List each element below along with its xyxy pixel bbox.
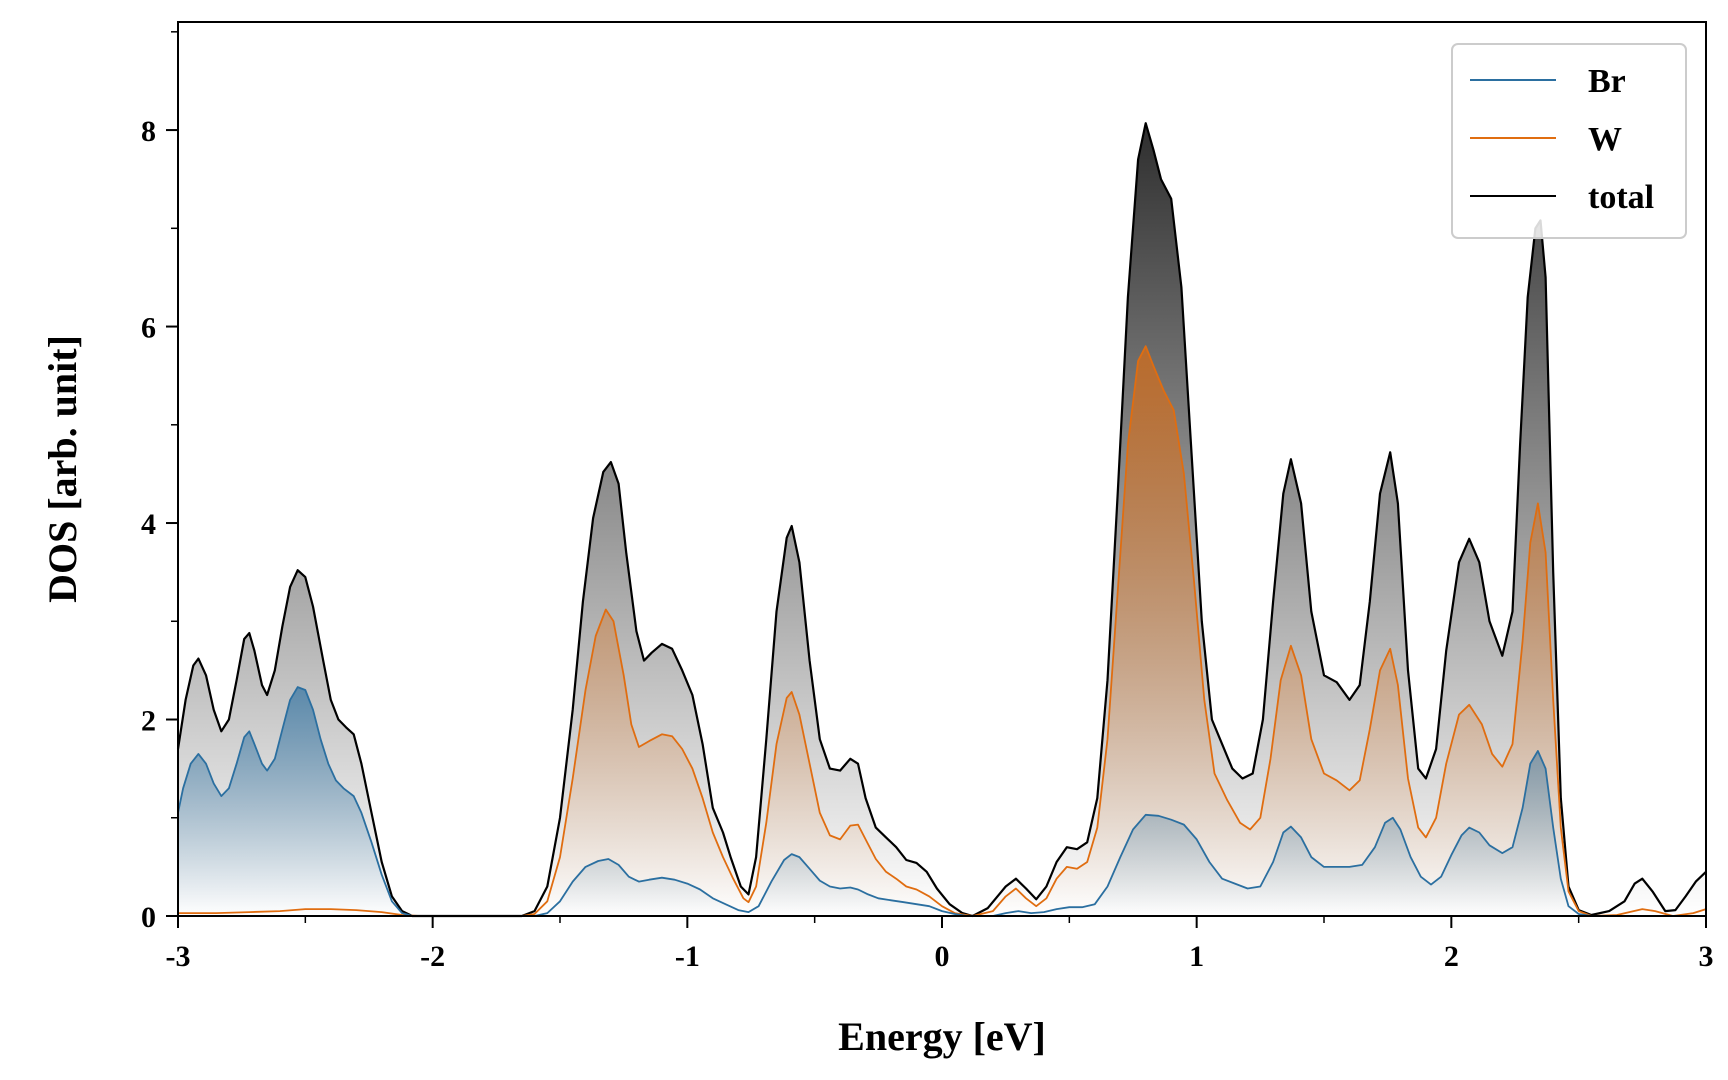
x-tick-label: -2 [420, 940, 445, 973]
x-tick-label: -3 [166, 940, 191, 973]
x-tick-label: 1 [1189, 940, 1204, 973]
x-axis-label: Energy [eV] [838, 1014, 1046, 1059]
axis-tick-labels: -3 -2 -1 0 1 2 3 0 2 4 6 8 [141, 115, 1714, 973]
line-w [178, 345, 1707, 917]
y-tick-label: 8 [141, 115, 156, 148]
y-tick-label: 0 [141, 901, 156, 934]
y-axis-label: DOS [arb. unit] [40, 335, 85, 603]
legend-box [1451, 43, 1687, 239]
y-tick-label: 2 [141, 705, 156, 738]
x-tick-label: -1 [675, 940, 700, 973]
line-total [176, 122, 1707, 918]
legend-label-total: total [1588, 179, 1654, 216]
legend-label-w: W [1588, 121, 1622, 158]
fill-total [178, 123, 1706, 916]
axis-ticks [166, 31, 1707, 928]
series-lines [176, 122, 1707, 918]
line-br [177, 686, 1706, 917]
legend-label-br: Br [1588, 63, 1626, 100]
y-tick-label: 4 [141, 508, 156, 541]
x-tick-label: 2 [1444, 940, 1459, 973]
fill-br [178, 687, 1706, 916]
y-tick-label: 6 [141, 312, 156, 345]
x-tick-label: 3 [1699, 940, 1714, 973]
x-tick-label: 0 [935, 940, 950, 973]
